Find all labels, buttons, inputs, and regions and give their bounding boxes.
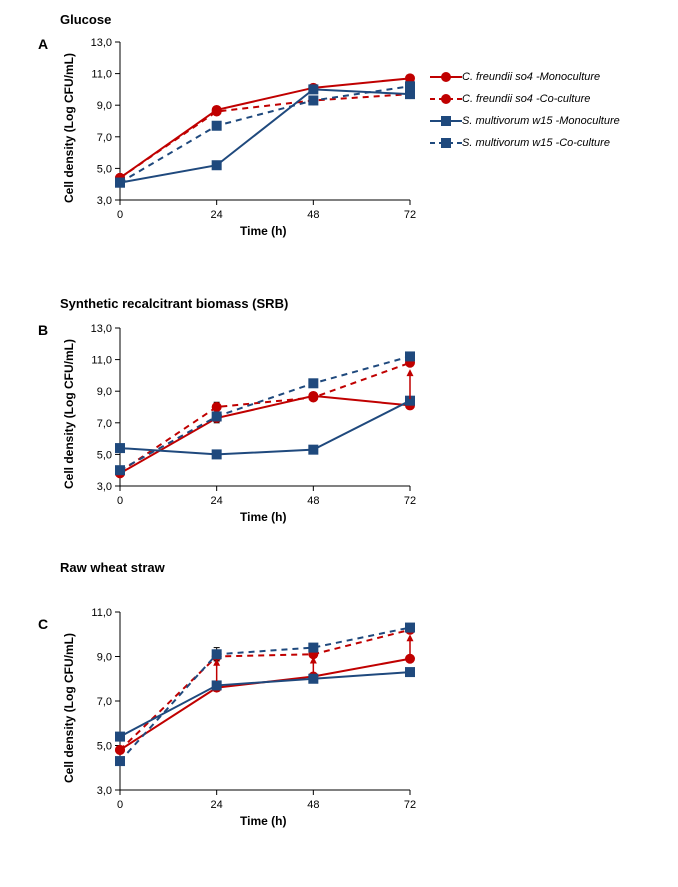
- svg-text:48: 48: [307, 799, 319, 811]
- chart-panel-B: 3,0 5,0 7,0 9,0 11,0 13,0 0 24 48 72: [70, 316, 420, 526]
- y-axis-label: Cell density (Log CFU/mL): [62, 608, 76, 808]
- svg-text:9,0: 9,0: [97, 386, 112, 398]
- svg-text:7,0: 7,0: [97, 418, 112, 430]
- svg-text:9,0: 9,0: [97, 652, 112, 664]
- svg-text:5,0: 5,0: [97, 449, 112, 461]
- panel-title: Glucose: [60, 12, 111, 27]
- svg-text:5,0: 5,0: [97, 163, 112, 175]
- svg-text:24: 24: [211, 209, 223, 221]
- svg-text:5,0: 5,0: [97, 741, 112, 753]
- svg-text:11,0: 11,0: [91, 607, 112, 619]
- legend-item: C. freundii so4 -Co-culture: [430, 92, 620, 106]
- svg-text:72: 72: [404, 799, 416, 811]
- legend-item: S. multivorum w15 -Monoculture: [430, 114, 620, 128]
- svg-text:0: 0: [117, 209, 123, 221]
- y-axis-label: Cell density (Log CFU/mL): [62, 28, 76, 228]
- x-axis-label: Time (h): [240, 814, 286, 828]
- svg-text:3,0: 3,0: [97, 195, 112, 207]
- svg-text:72: 72: [404, 495, 416, 507]
- x-axis-label: Time (h): [240, 510, 286, 524]
- svg-text:72: 72: [404, 209, 416, 221]
- svg-text:13,0: 13,0: [91, 37, 112, 49]
- panel-letter: B: [38, 322, 48, 338]
- panel-title: Raw wheat straw: [60, 560, 165, 575]
- svg-text:7,0: 7,0: [97, 132, 112, 144]
- svg-text:11,0: 11,0: [91, 355, 112, 367]
- svg-text:9,0: 9,0: [97, 100, 112, 112]
- x-axis-label: Time (h): [240, 224, 286, 238]
- panel-letter: A: [38, 36, 48, 52]
- svg-text:24: 24: [211, 495, 223, 507]
- figure-container: { "colors": { "red": "#c00000", "blue": …: [0, 0, 678, 887]
- panel-title: Synthetic recalcitrant biomass (SRB): [60, 296, 288, 311]
- svg-text:0: 0: [117, 799, 123, 811]
- y-axis-label: Cell density (Log CFU/mL): [62, 314, 76, 514]
- svg-text:3,0: 3,0: [97, 481, 112, 493]
- svg-text:48: 48: [307, 209, 319, 221]
- svg-text:3,0: 3,0: [97, 785, 112, 797]
- svg-text:7,0: 7,0: [97, 696, 112, 708]
- chart-panel-A: 3,0 5,0 7,0 9,0 11,0 13,0 0 24 48 72: [70, 30, 420, 240]
- legend-item: C. freundii so4 -Monoculture: [430, 70, 620, 84]
- svg-text:24: 24: [211, 799, 223, 811]
- legend-item: S. multivorum w15 -Co-culture: [430, 136, 620, 150]
- legend: C. freundii so4 -Monoculture C. freundii …: [430, 70, 620, 158]
- svg-text:0: 0: [117, 495, 123, 507]
- chart-panel-C: 3,0 5,0 7,0 9,0 11,0 0 24 48 72: [70, 600, 420, 830]
- svg-text:11,0: 11,0: [91, 69, 112, 81]
- panel-letter: C: [38, 616, 48, 632]
- svg-text:13,0: 13,0: [91, 323, 112, 335]
- svg-text:48: 48: [307, 495, 319, 507]
